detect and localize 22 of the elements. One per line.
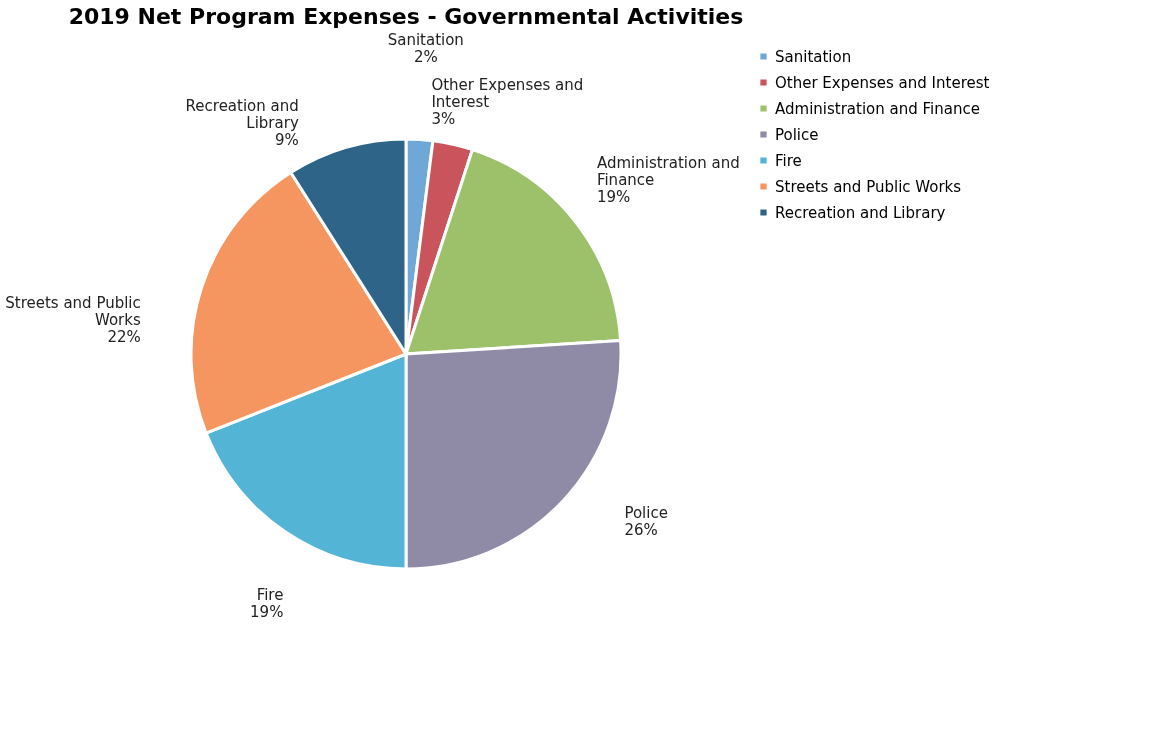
chart-title: 2019 Net Program Expenses - Governmental Activities bbox=[68, 3, 744, 29]
slice-label: Streets and Public Works bbox=[5, 294, 141, 330]
data-label: 26% bbox=[624, 520, 658, 539]
slice-label: Fire bbox=[256, 585, 284, 604]
data-label: 3% bbox=[431, 110, 456, 129]
data-label: 19% bbox=[596, 188, 631, 207]
legend-label: Recreation and Library bbox=[775, 203, 946, 222]
category-label: Sanitation bbox=[387, 30, 464, 49]
legend-label: Other Expenses and Interest bbox=[775, 73, 990, 92]
slice-label: Recreation and Library bbox=[185, 97, 299, 133]
data-label: 19% bbox=[250, 602, 284, 621]
data-label: 9% bbox=[274, 131, 299, 150]
legend-label: Administration and Finance bbox=[775, 99, 980, 118]
data-label: 2% bbox=[413, 47, 438, 66]
slice-label: Administration and Finance bbox=[596, 154, 740, 190]
slice-label: Other Expenses and Interest bbox=[431, 76, 584, 112]
legend-label: Streets and Public Works bbox=[775, 177, 962, 196]
data-label: 22% bbox=[107, 328, 141, 347]
legend-label: Police bbox=[775, 125, 819, 144]
legend-label: Fire bbox=[775, 151, 802, 170]
legend-label: Sanitation bbox=[775, 47, 852, 66]
slice-label: Police bbox=[624, 503, 668, 522]
